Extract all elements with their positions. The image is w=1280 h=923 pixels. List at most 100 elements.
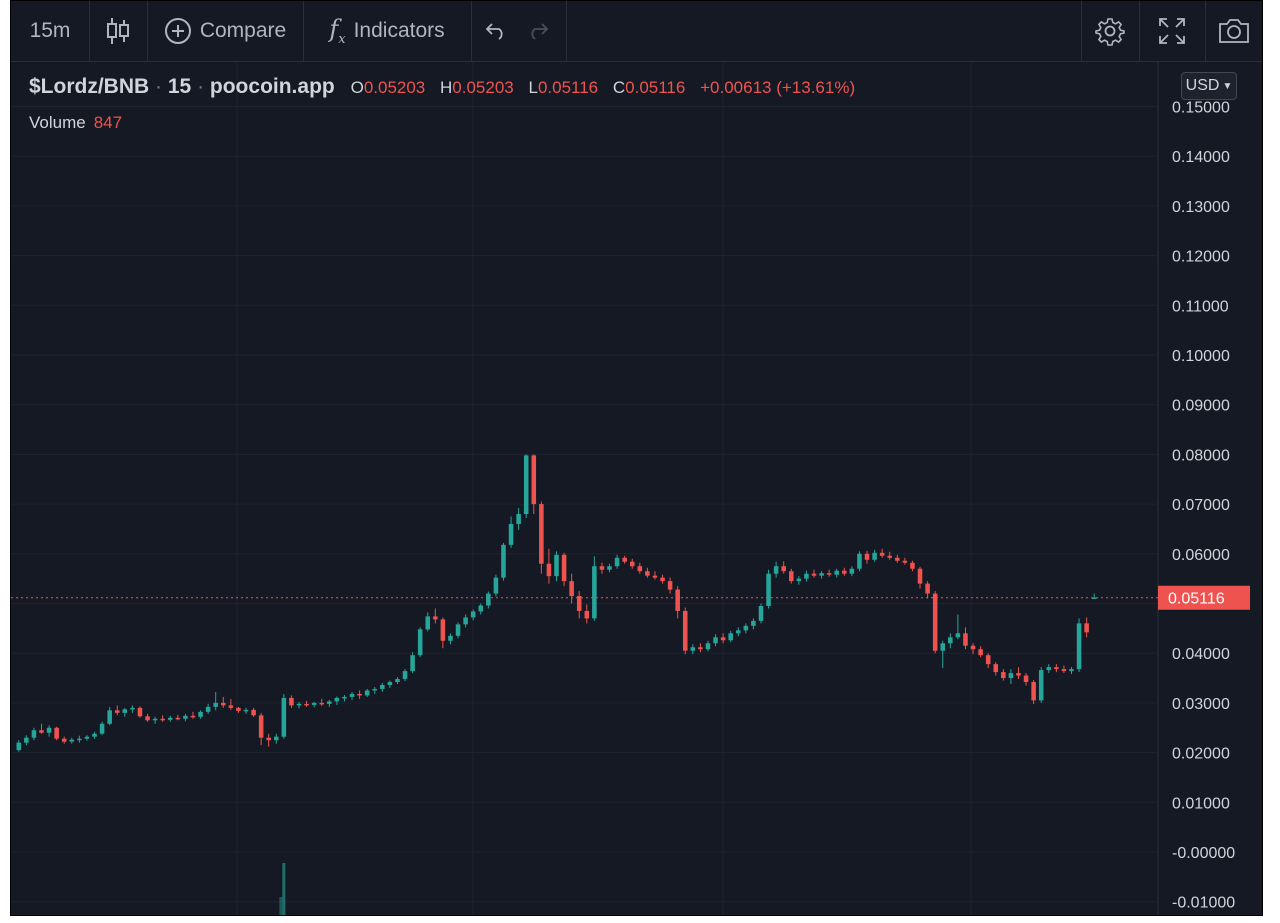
- candle-body: [1076, 623, 1082, 670]
- screenshot-button[interactable]: [1205, 1, 1262, 61]
- candle-body: [735, 630, 741, 634]
- symbol-legend: $Lordz/BNB · 15 · poocoin.app O0.05203 H…: [29, 75, 865, 99]
- legend-source: poocoin.app: [209, 75, 335, 98]
- candle-body: [205, 706, 211, 712]
- price-tick-label: 0.01000: [1172, 795, 1230, 812]
- candle-body: [198, 711, 203, 717]
- candle-body: [327, 701, 332, 704]
- candle-body: [84, 736, 90, 739]
- settings-button[interactable]: [1081, 1, 1139, 61]
- price-tick-label: 0.10000: [1172, 348, 1230, 365]
- candle-body: [698, 647, 703, 650]
- undo-icon: [485, 23, 503, 40]
- candle-body: [145, 716, 150, 721]
- low-key: L: [528, 78, 538, 97]
- candle-body: [872, 552, 877, 560]
- candle-body: [743, 625, 749, 631]
- candle-body: [728, 633, 733, 641]
- redo-button[interactable]: [521, 1, 555, 61]
- candle-body: [478, 605, 484, 612]
- candle-body: [576, 596, 582, 611]
- legend-dot: ·: [197, 75, 205, 98]
- candle-body: [493, 577, 499, 594]
- candle-body: [470, 611, 476, 618]
- top-toolbar: 15m Compare fx Indicators: [11, 1, 1262, 62]
- candle-body: [592, 566, 597, 619]
- price-tick-label: 0.12000: [1172, 249, 1230, 266]
- candle-body: [637, 566, 643, 572]
- candle-body: [667, 581, 673, 590]
- fullscreen-icon: [1159, 18, 1185, 44]
- compare-button[interactable]: Compare: [147, 1, 303, 61]
- price-tick-label: 0.07000: [1172, 497, 1230, 514]
- indicators-button[interactable]: fx Indicators: [303, 1, 471, 61]
- undo-button[interactable]: [479, 1, 513, 61]
- price-tick-label: 0.08000: [1172, 447, 1230, 464]
- price-tick-label: 0.02000: [1172, 746, 1230, 763]
- toolbar-divider: [1139, 1, 1140, 61]
- symbol-name: $Lordz/BNB: [29, 75, 150, 98]
- candle-body: [251, 709, 256, 716]
- price-tick-label: 0.03000: [1172, 696, 1230, 713]
- candle-body: [137, 707, 143, 717]
- price-tick-label: -0.01000: [1172, 895, 1235, 912]
- candle-body: [811, 573, 817, 576]
- price-tick-label: 0.09000: [1172, 398, 1230, 415]
- candle-body: [274, 736, 279, 741]
- chart-widget: 0.15000 0.14000 0.13000 0.12000 0.11000 0.100…: [10, 0, 1263, 916]
- price-chart[interactable]: 0.15000 0.14000 0.13000 0.12000 0.11000 0.100…: [11, 1, 1263, 916]
- candle-body: [77, 738, 82, 741]
- candle-body: [380, 685, 385, 689]
- currency-select[interactable]: USD ▼: [1181, 72, 1237, 100]
- candle-body: [61, 738, 67, 742]
- toolbar-divider: [147, 1, 148, 61]
- chevron-down-icon: ▼: [1222, 80, 1233, 92]
- candle-body: [910, 562, 915, 569]
- candle-body: [1069, 669, 1074, 672]
- candle-body: [236, 707, 241, 711]
- candle-body: [842, 570, 847, 574]
- candle-body: [152, 718, 158, 721]
- candle-body: [183, 715, 188, 719]
- candle-body: [773, 566, 779, 574]
- fullscreen-button[interactable]: [1139, 1, 1205, 61]
- candle-body: [819, 573, 824, 576]
- candle-body: [948, 637, 953, 644]
- candle-body: [599, 566, 605, 570]
- toolbar-divider: [471, 1, 472, 61]
- candle-body: [1091, 597, 1097, 600]
- candle-body: [311, 702, 317, 705]
- candle-body: [1046, 667, 1052, 671]
- volume-bar: [279, 897, 283, 915]
- last-price-badge: [1158, 585, 1250, 610]
- candle-body: [887, 555, 893, 558]
- chart-type-button[interactable]: [89, 1, 147, 61]
- candle-body: [425, 616, 431, 630]
- candle-body: [289, 697, 294, 706]
- candle-body: [751, 620, 756, 626]
- volume-legend: Volume 847: [29, 113, 122, 133]
- volume-value: 847: [93, 113, 123, 132]
- redo-icon: [531, 23, 549, 40]
- candle-body: [629, 561, 635, 567]
- candle-body: [395, 679, 400, 683]
- indicators-label: Indicators: [353, 19, 445, 42]
- candle-body: [114, 710, 120, 713]
- candle-body: [417, 629, 423, 656]
- candle-body: [569, 581, 574, 597]
- candle-body: [789, 571, 794, 582]
- camera-icon: [1219, 19, 1249, 43]
- candle-body: [539, 504, 544, 564]
- last-price-label: 0.05116: [1168, 591, 1225, 608]
- candle-body: [614, 557, 620, 567]
- candle-body: [213, 702, 218, 707]
- interval-button[interactable]: 15m: [11, 1, 89, 61]
- close-key: C: [612, 78, 626, 97]
- candle-body: [228, 705, 234, 708]
- candle-body: [387, 682, 393, 686]
- candle-body: [1084, 623, 1089, 633]
- candle-body: [1038, 670, 1044, 701]
- candle-body: [1001, 672, 1006, 679]
- candlestick-icon: [107, 18, 129, 44]
- candle-body: [296, 703, 302, 706]
